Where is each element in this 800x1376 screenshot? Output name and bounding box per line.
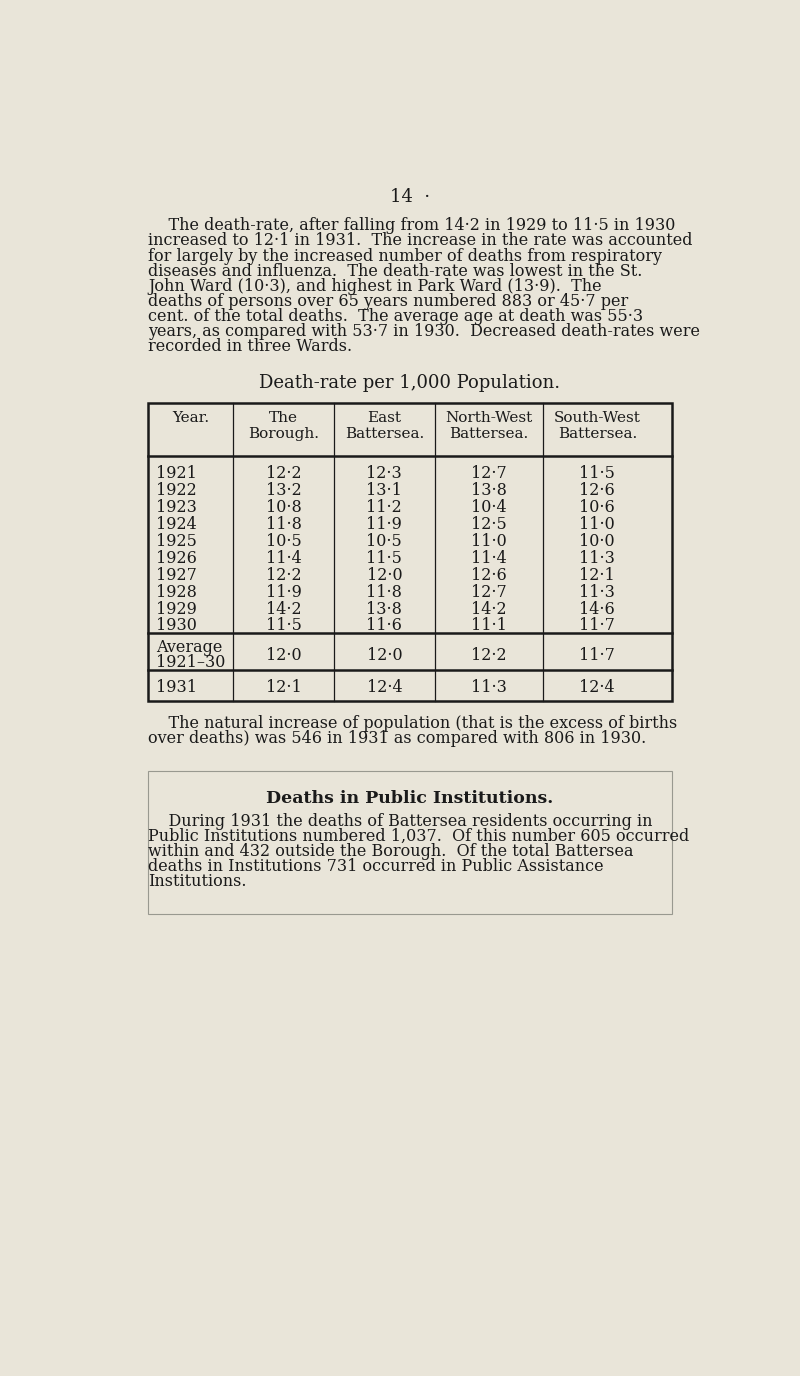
Text: 13·1: 13·1 — [366, 482, 402, 499]
Text: 12·7: 12·7 — [471, 583, 506, 600]
Text: 13·8: 13·8 — [471, 482, 506, 499]
Text: 11·7: 11·7 — [579, 618, 615, 634]
Text: 1926: 1926 — [156, 550, 197, 567]
Text: 11·9: 11·9 — [266, 583, 302, 600]
Text: 11·5: 11·5 — [579, 465, 615, 482]
Text: 14·2: 14·2 — [471, 600, 506, 618]
Text: 12·0: 12·0 — [366, 567, 402, 583]
Text: The
Borough.: The Borough. — [248, 411, 319, 442]
Text: 12·0: 12·0 — [366, 647, 402, 663]
Text: 1930: 1930 — [156, 618, 197, 634]
Text: 1921: 1921 — [156, 465, 197, 482]
Text: Public Institutions numbered 1,037.  Of this number 605 occurred: Public Institutions numbered 1,037. Of t… — [148, 828, 690, 845]
Text: 11·0: 11·0 — [579, 516, 615, 533]
Text: Institutions.: Institutions. — [148, 874, 246, 890]
Text: cent. of the total deaths.  The average age at death was 55·3: cent. of the total deaths. The average a… — [148, 308, 643, 325]
Text: Average: Average — [156, 638, 222, 656]
Text: 11·1: 11·1 — [471, 618, 506, 634]
Text: 11·5: 11·5 — [366, 550, 402, 567]
Text: 12·6: 12·6 — [579, 482, 615, 499]
Text: 11·0: 11·0 — [471, 533, 506, 550]
Text: over deaths) was 546 in 1931 as compared with 806 in 1930.: over deaths) was 546 in 1931 as compared… — [148, 729, 646, 747]
Text: 11·3: 11·3 — [579, 583, 615, 600]
Text: 12·4: 12·4 — [579, 680, 615, 696]
Text: 12·2: 12·2 — [266, 567, 302, 583]
Text: 12·6: 12·6 — [471, 567, 506, 583]
Text: 11·3: 11·3 — [471, 680, 506, 696]
Text: 12·5: 12·5 — [471, 516, 506, 533]
Text: 11·9: 11·9 — [366, 516, 402, 533]
Text: 11·7: 11·7 — [579, 647, 615, 663]
Text: 11·3: 11·3 — [579, 550, 615, 567]
Text: 11·6: 11·6 — [366, 618, 402, 634]
Text: 11·5: 11·5 — [266, 618, 302, 634]
Text: 1931: 1931 — [156, 680, 197, 696]
Text: 12·4: 12·4 — [366, 680, 402, 696]
Text: 14·2: 14·2 — [266, 600, 302, 618]
Text: 12·0: 12·0 — [266, 647, 302, 663]
Text: The natural increase of population (that is the excess of births: The natural increase of population (that… — [148, 714, 678, 732]
Text: East
Battersea.: East Battersea. — [345, 411, 424, 442]
Text: increased to 12·1 in 1931.  The increase in the rate was accounted: increased to 12·1 in 1931. The increase … — [148, 233, 693, 249]
Text: 11·2: 11·2 — [366, 499, 402, 516]
Text: 1922: 1922 — [156, 482, 197, 499]
Text: 10·6: 10·6 — [579, 499, 615, 516]
Text: 11·8: 11·8 — [266, 516, 302, 533]
Text: diseases and influenza.  The death-rate was lowest in the St.: diseases and influenza. The death-rate w… — [148, 263, 642, 279]
Text: 11·8: 11·8 — [366, 583, 402, 600]
Text: 1928: 1928 — [156, 583, 197, 600]
Text: 12·7: 12·7 — [471, 465, 506, 482]
Text: 12·1: 12·1 — [266, 680, 302, 696]
Text: John Ward (10·3), and highest in Park Ward (13·9).  The: John Ward (10·3), and highest in Park Wa… — [148, 278, 602, 294]
Text: for largely by the increased number of deaths from respiratory: for largely by the increased number of d… — [148, 248, 662, 264]
Text: North-West
Battersea.: North-West Battersea. — [446, 411, 533, 442]
Text: 1929: 1929 — [156, 600, 197, 618]
Text: Death-rate per 1,000 Population.: Death-rate per 1,000 Population. — [259, 374, 561, 392]
Text: 11·4: 11·4 — [266, 550, 302, 567]
Text: 12·3: 12·3 — [366, 465, 402, 482]
Text: 14  ·: 14 · — [390, 189, 430, 206]
Text: 10·8: 10·8 — [266, 499, 302, 516]
Text: 14·6: 14·6 — [579, 600, 615, 618]
Text: South-West
Battersea.: South-West Battersea. — [554, 411, 641, 442]
Bar — [148, 772, 672, 914]
Text: 13·2: 13·2 — [266, 482, 302, 499]
Text: During 1931 the deaths of Battersea residents occurring in: During 1931 the deaths of Battersea resi… — [148, 813, 653, 830]
Text: Deaths in Public Institutions.: Deaths in Public Institutions. — [266, 790, 554, 806]
Text: 10·5: 10·5 — [266, 533, 302, 550]
Text: 12·2: 12·2 — [471, 647, 506, 663]
Text: 1921–30: 1921–30 — [156, 654, 225, 671]
Text: within and 432 outside the Borough.  Of the total Battersea: within and 432 outside the Borough. Of t… — [148, 843, 634, 860]
Text: years, as compared with 53·7 in 1930.  Decreased death-rates were: years, as compared with 53·7 in 1930. De… — [148, 322, 700, 340]
Text: 12·1: 12·1 — [579, 567, 615, 583]
Text: 10·0: 10·0 — [579, 533, 615, 550]
Text: 10·5: 10·5 — [366, 533, 402, 550]
Text: 1927: 1927 — [156, 567, 197, 583]
Text: The death-rate, after falling from 14·2 in 1929 to 11·5 in 1930: The death-rate, after falling from 14·2 … — [148, 217, 675, 234]
Text: 12·2: 12·2 — [266, 465, 302, 482]
Text: 13·8: 13·8 — [366, 600, 402, 618]
Text: 10·4: 10·4 — [471, 499, 506, 516]
Text: recorded in three Wards.: recorded in three Wards. — [148, 337, 352, 355]
Text: 1923: 1923 — [156, 499, 197, 516]
Text: deaths of persons over 65 years numbered 883 or 45·7 per: deaths of persons over 65 years numbered… — [148, 293, 628, 310]
Bar — [148, 403, 672, 700]
Text: 11·4: 11·4 — [471, 550, 506, 567]
Text: 1925: 1925 — [156, 533, 197, 550]
Text: 1924: 1924 — [156, 516, 197, 533]
Text: deaths in Institutions 731 occurred in Public Assistance: deaths in Institutions 731 occurred in P… — [148, 859, 604, 875]
Text: Year.: Year. — [172, 411, 210, 425]
